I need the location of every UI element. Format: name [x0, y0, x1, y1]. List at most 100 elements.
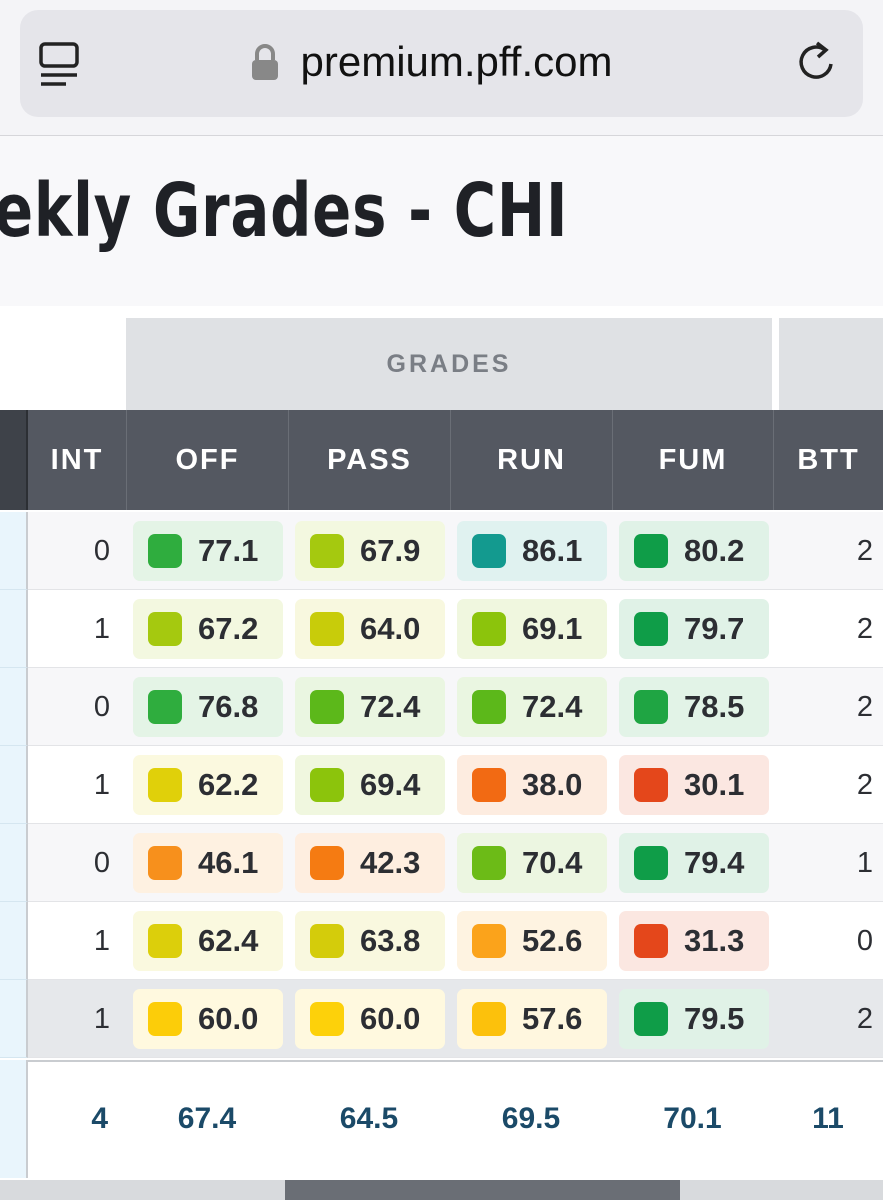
grade-icon [634, 690, 668, 724]
int-cell: 1 [93, 924, 110, 957]
grade-value: 78.5 [684, 689, 745, 724]
scrollbar-thumb[interactable] [285, 1180, 680, 1200]
column-header[interactable]: OFF [126, 410, 288, 510]
grade-icon [472, 534, 506, 568]
grade-value: 72.4 [360, 689, 421, 724]
grade-icon [148, 612, 182, 646]
grade-icon [148, 1002, 182, 1036]
int-cell: 1 [93, 1002, 110, 1035]
grade-chip: 86.1 [457, 521, 607, 581]
grade-icon [472, 924, 506, 958]
grade-value: 38.0 [522, 767, 583, 802]
grade-value: 79.5 [684, 1001, 745, 1036]
int-cell: 0 [93, 846, 110, 879]
btt-cell: 2 [856, 768, 873, 801]
grade-chip: 57.6 [457, 989, 607, 1049]
grade-value: 42.3 [360, 845, 421, 880]
grade-value: 72.4 [522, 689, 583, 724]
grade-chip: 72.4 [457, 677, 607, 737]
column-header[interactable]: FUM [612, 410, 773, 510]
grade-chip: 63.8 [295, 911, 445, 971]
column-header[interactable]: RUN [450, 410, 612, 510]
grade-chip: 79.7 [619, 599, 769, 659]
frozen-edge [0, 410, 28, 510]
grade-chip: 78.5 [619, 677, 769, 737]
grade-value: 46.1 [198, 845, 259, 880]
frozen-cell [0, 824, 28, 902]
grade-value: 67.2 [198, 611, 259, 646]
grade-value: 76.8 [198, 689, 259, 724]
grade-chip: 76.8 [133, 677, 283, 737]
int-cell: 0 [93, 534, 110, 567]
grade-value: 69.4 [360, 767, 421, 802]
frozen-cell [0, 668, 28, 746]
grade-value: 62.2 [198, 767, 259, 802]
grade-icon [634, 612, 668, 646]
frozen-cell [0, 980, 28, 1058]
grade-icon [634, 924, 668, 958]
reader-icon[interactable] [38, 42, 82, 88]
grade-icon [634, 768, 668, 802]
grade-value: 64.0 [360, 611, 421, 646]
grade-value: 77.1 [198, 533, 259, 568]
group-header: GRADES [126, 318, 772, 410]
grade-icon [310, 924, 344, 958]
column-header[interactable]: PASS [288, 410, 450, 510]
reload-icon[interactable] [795, 40, 839, 86]
int-cell: 1 [93, 768, 110, 801]
grade-icon [472, 768, 506, 802]
int-cell: 1 [93, 612, 110, 645]
header-row [0, 410, 883, 510]
btt-cell: 1 [856, 846, 873, 879]
grade-icon [148, 534, 182, 568]
totals-row [28, 1060, 883, 1178]
grade-value: 63.8 [360, 923, 421, 958]
total-value: 70.1 [663, 1102, 722, 1135]
grade-value: 67.9 [360, 533, 421, 568]
grade-chip: 64.0 [295, 599, 445, 659]
frozen-cell [0, 902, 28, 980]
title-bar [0, 136, 883, 306]
browser-bar: premium.pff.com [0, 0, 883, 136]
grade-chip: 77.1 [133, 521, 283, 581]
grade-chip: 46.1 [133, 833, 283, 893]
grade-value: 30.1 [684, 767, 745, 802]
grade-chip: 72.4 [295, 677, 445, 737]
total-value: 4 [91, 1102, 108, 1135]
grade-icon [148, 924, 182, 958]
column-header[interactable]: BTT [773, 410, 883, 510]
url[interactable]: premium.pff.com [300, 38, 613, 85]
grade-chip: 31.3 [619, 911, 769, 971]
grade-icon [472, 846, 506, 880]
grade-chip: 38.0 [457, 755, 607, 815]
grade-icon [148, 690, 182, 724]
frozen-cell [0, 1060, 28, 1178]
grade-chip: 62.2 [133, 755, 283, 815]
grade-chip: 67.2 [133, 599, 283, 659]
grade-chip: 62.4 [133, 911, 283, 971]
grade-value: 79.4 [684, 845, 745, 880]
frozen-cell [0, 746, 28, 824]
grade-icon [310, 1002, 344, 1036]
grade-value: 79.7 [684, 611, 745, 646]
btt-cell: 2 [856, 612, 873, 645]
btt-cell: 2 [856, 690, 873, 723]
page-title: ekly Grades - CHI [0, 168, 569, 254]
address-bar[interactable] [20, 10, 863, 117]
grade-chip: 69.4 [295, 755, 445, 815]
grade-value: 31.3 [684, 923, 745, 958]
grade-chip: 70.4 [457, 833, 607, 893]
grade-chip: 60.0 [295, 989, 445, 1049]
grade-chip: 52.6 [457, 911, 607, 971]
group-header-next [779, 318, 883, 410]
frozen-cell [0, 590, 28, 668]
grade-value: 69.1 [522, 611, 583, 646]
grade-icon [634, 1002, 668, 1036]
grade-icon [472, 612, 506, 646]
total-value: 67.4 [177, 1102, 237, 1135]
grade-chip: 30.1 [619, 755, 769, 815]
column-header[interactable]: INT [50, 443, 104, 476]
grade-value: 70.4 [522, 845, 583, 880]
grade-value: 60.0 [360, 1001, 421, 1036]
